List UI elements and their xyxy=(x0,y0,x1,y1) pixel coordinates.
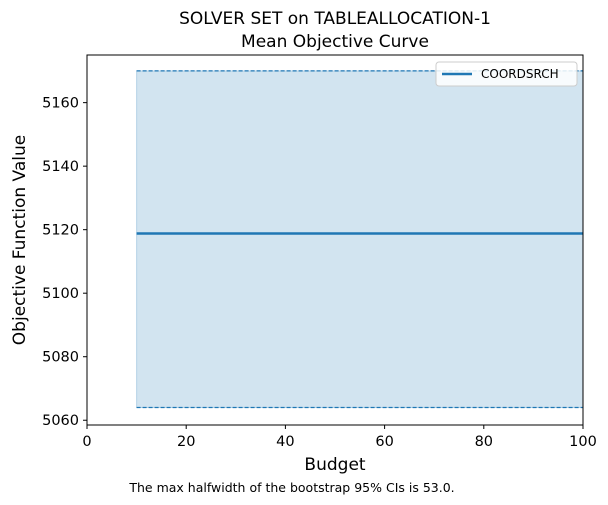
plot-area xyxy=(136,70,584,409)
legend-box xyxy=(435,61,578,87)
y-tick-label: 5080 xyxy=(42,350,79,366)
axes-frame xyxy=(86,54,584,426)
chart-title-line2: Mean Objective Curve xyxy=(241,32,429,52)
y-tick-label: 5120 xyxy=(42,223,79,239)
x-tick-label: 0 xyxy=(82,434,91,450)
y-axis-label: Objective Function Value xyxy=(10,135,30,345)
x-tick-label: 20 xyxy=(177,434,195,450)
x-tick-label: 40 xyxy=(276,434,294,450)
y-tick-label: 5060 xyxy=(42,413,79,429)
y-tick-label: 5100 xyxy=(42,286,79,302)
y-tick-label: 5140 xyxy=(42,159,79,175)
x-tick-label: 80 xyxy=(475,434,493,450)
confidence-band-0 xyxy=(136,70,584,409)
footnote: The max halfwidth of the bootstrap 95% C… xyxy=(128,480,454,495)
x-axis-label: Budget xyxy=(304,455,365,475)
x-tick-label: 60 xyxy=(375,434,393,450)
y-tick-label: 5160 xyxy=(42,96,79,112)
x-tick-label: 100 xyxy=(569,434,597,450)
chart-title-line1: SOLVER SET on TABLEALLOCATION-1 xyxy=(179,9,491,29)
legend-label: COORDSRCH xyxy=(481,67,559,81)
axis-ticks: 0 20 40 60 80 100 5060 5080 5100 5120 5140 5160 xyxy=(42,96,597,450)
legend: COORDSRCH xyxy=(435,61,578,87)
